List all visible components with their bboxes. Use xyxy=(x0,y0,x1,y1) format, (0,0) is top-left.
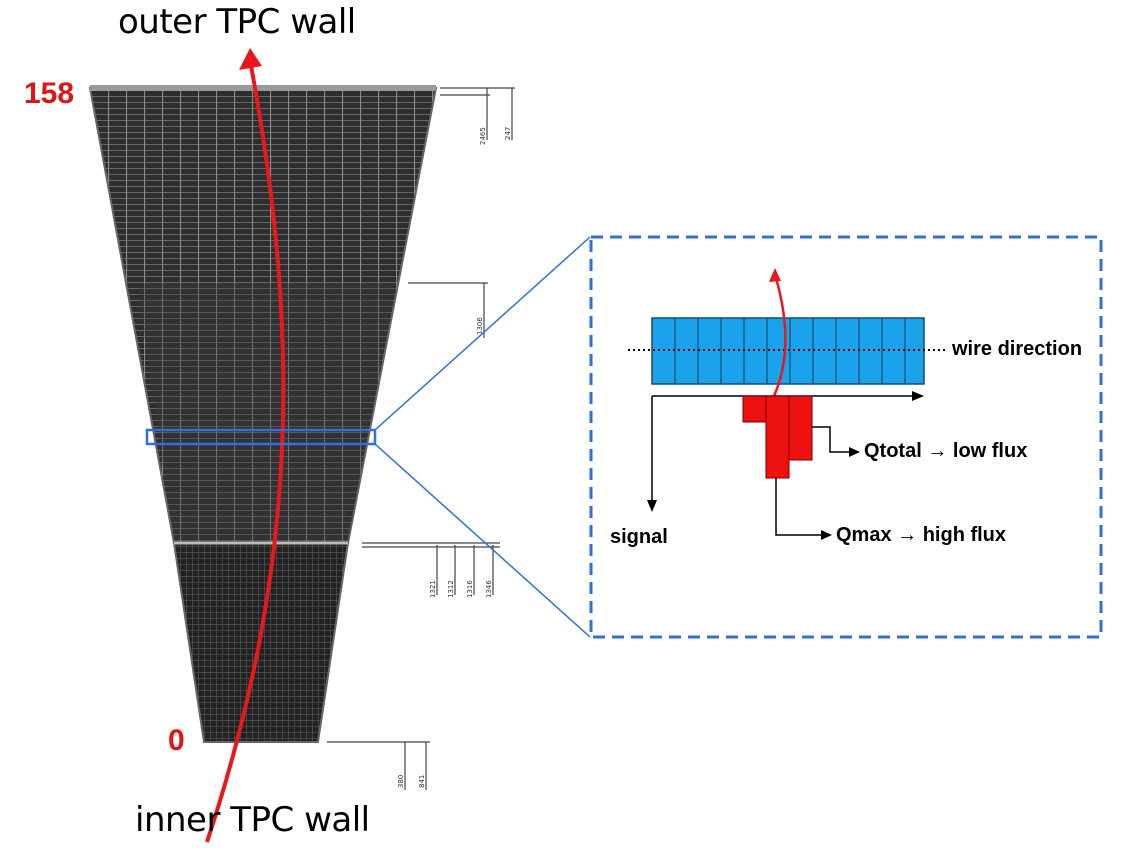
signal-histogram xyxy=(742,395,813,479)
dim-lower-4: 1346 xyxy=(485,580,493,598)
row-label-bottom: 0 xyxy=(168,724,185,757)
wire-direction-label: wire direction xyxy=(952,338,1083,360)
qtotal-connector xyxy=(812,426,852,453)
highlighted-pad-row xyxy=(145,428,377,446)
track-arrowhead xyxy=(239,48,262,70)
middle-pad-region xyxy=(137,283,396,543)
qmax-connector xyxy=(775,478,824,536)
signal-bar xyxy=(742,395,767,423)
dimension-values: 2465 247 1306 1321 1312 1316 1346 380 84… xyxy=(397,127,512,788)
particle-track xyxy=(205,59,286,843)
signal-bar xyxy=(788,395,813,461)
inset-frame xyxy=(589,235,1103,639)
dimension-lines xyxy=(327,87,515,790)
qmax-label: Qmax → high flux xyxy=(836,524,1007,546)
dim-lower-1: 1321 xyxy=(429,580,437,598)
row-label-top: 158 xyxy=(24,77,75,110)
dim-bottom-b: 841 xyxy=(418,775,426,788)
zoom-line-bottom xyxy=(374,443,591,638)
dim-bottom-a: 380 xyxy=(397,775,405,788)
outer-wall-label: outer TPC wall xyxy=(118,2,356,42)
signal-bar xyxy=(765,395,790,479)
dim-lower-2: 1312 xyxy=(447,580,455,598)
zoom-line-top xyxy=(374,236,591,431)
inner-wall-label: inner TPC wall xyxy=(135,800,370,840)
inset-track xyxy=(772,277,787,397)
x-axis-arrowhead xyxy=(912,391,924,401)
dim-lower-3: 1316 xyxy=(466,580,474,598)
y-axis-arrowhead xyxy=(647,500,657,512)
qtotal-label: Qtotal → low flux xyxy=(864,440,1028,462)
dim-top-b: 247 xyxy=(504,127,512,140)
dim-mid: 1306 xyxy=(476,317,484,335)
inset-track-arrowhead xyxy=(769,268,781,282)
dim-top-a: 2465 xyxy=(479,127,487,145)
signal-label: signal xyxy=(610,526,668,548)
